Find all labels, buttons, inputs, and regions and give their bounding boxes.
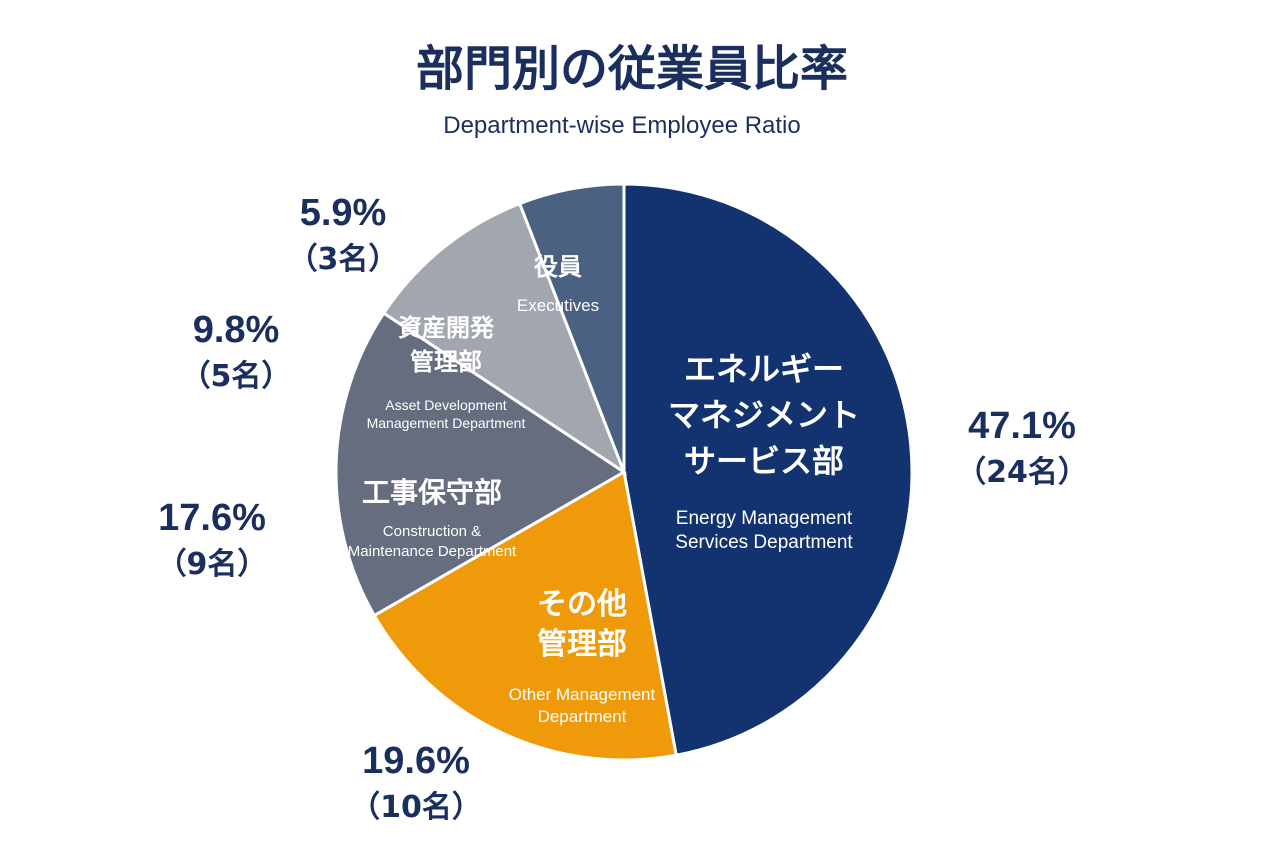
segment-name-ja: 管理部 (410, 348, 482, 376)
segment-label-executives: 役員 Executives (517, 253, 599, 315)
segment-name-en: Services Department (675, 532, 853, 553)
segment-name-en: Other Management (509, 685, 656, 704)
pie-slice-other-management (372, 469, 678, 762)
segment-name-en: Management Department (367, 415, 526, 431)
outer-labels: 47.1% （24名） 19.6% （10名） 17.6% （9名） 9.8% （5名） 5.9… (157, 192, 1088, 825)
segment-name-en: Asset Development (385, 397, 507, 413)
segment-name-en: Construction & (383, 523, 481, 540)
segment-name-ja: マネジメント (668, 396, 860, 434)
pie-slice-asset-development (381, 201, 628, 476)
percent-label: 5.9% (300, 192, 387, 234)
pie-slice-energy-management (622, 182, 914, 757)
segment-name-ja: 資産開発 (398, 314, 495, 342)
count-label: （3名） (288, 242, 399, 277)
outer-label-construction-maintenance: 17.6% （9名） (157, 497, 268, 582)
count-label: （10名） (350, 790, 482, 825)
segment-label-construction-maintenance: 工事保守部 Construction & Maintenance Departmen… (348, 476, 517, 560)
pie-slice-construction-maintenance (334, 311, 627, 618)
outer-label-other-management: 19.6% （10名） (350, 740, 482, 825)
chart-subtitle: Department-wise Employee Ratio (443, 112, 800, 139)
count-label: （24名） (956, 455, 1088, 490)
pie-slices (334, 182, 914, 762)
segment-name-ja: その他 (537, 587, 627, 622)
count-label: （5名） (181, 359, 292, 394)
chart-title: 部門別の従業員比率 (416, 41, 848, 97)
segment-name-en: Executives (517, 296, 599, 315)
outer-label-asset-development: 9.8% （5名） (181, 309, 292, 394)
segment-name-ja: 工事保守部 (362, 476, 502, 509)
segment-name-en: Energy Management (676, 508, 853, 529)
segment-name-ja: 役員 (534, 253, 582, 281)
percent-label: 9.8% (193, 309, 280, 351)
segment-name-en: Department (538, 707, 627, 726)
percent-label: 47.1% (968, 405, 1076, 447)
count-label: （9名） (157, 547, 268, 582)
percent-label: 17.6% (158, 497, 266, 539)
segment-name-en: Maintenance Department (348, 543, 517, 560)
outer-label-energy-management: 47.1% （24名） (956, 405, 1088, 490)
pie-slice-executives (517, 182, 626, 473)
segment-name-ja: サービス部 (684, 442, 844, 480)
percent-label: 19.6% (362, 740, 470, 782)
segment-name-ja: 管理部 (537, 627, 627, 662)
outer-label-executives: 5.9% （3名） (288, 192, 399, 277)
segment-name-ja: エネルギー (684, 350, 844, 388)
